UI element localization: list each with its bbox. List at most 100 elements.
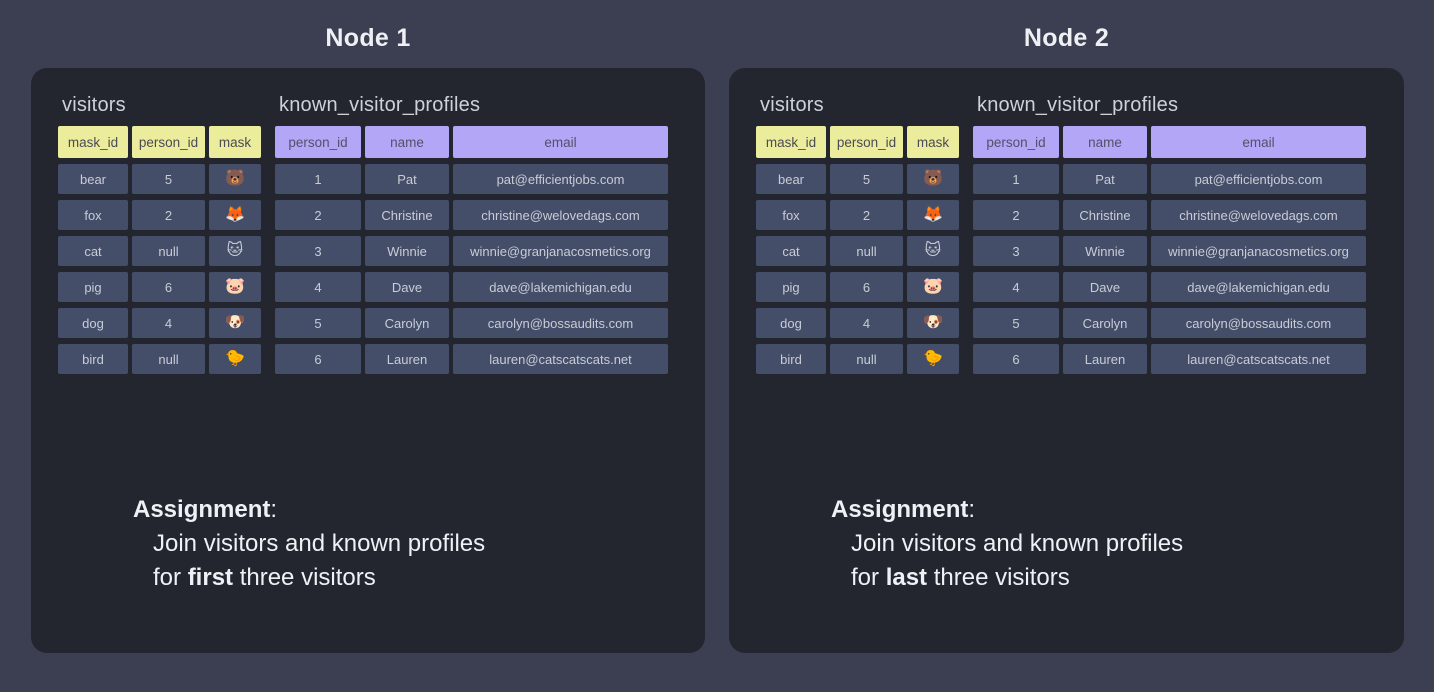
- visitor-mask-emoji: 🐤: [209, 344, 261, 374]
- profile-name-cell: Carolyn: [1063, 308, 1147, 338]
- visitors-col-mask-id: mask_id: [756, 126, 826, 158]
- visitor-mask-emoji: 🐷: [209, 272, 261, 302]
- profile-name-cell: Carolyn: [365, 308, 449, 338]
- visitor-mask-id-cell: fox: [58, 200, 128, 230]
- visitor-person-id-cell: 2: [132, 200, 205, 230]
- visitors-col-person-id: person_id: [132, 126, 205, 158]
- node1-panel: visitors mask_id person_id mask bear 5 🐻…: [31, 68, 705, 653]
- node2-visitors-table-section: visitors mask_id person_id mask bear 5 🐻…: [756, 94, 959, 374]
- visitor-mask-emoji: 🦊: [209, 200, 261, 230]
- visitors-table: mask_id person_id mask bear 5 🐻 fox 2 🦊 …: [58, 126, 261, 374]
- visitor-mask-emoji: 🐶: [209, 308, 261, 338]
- profile-person-id-cell: 2: [973, 200, 1059, 230]
- visitor-mask-id-cell: cat: [756, 236, 826, 266]
- assignment-line1: Join visitors and known profiles: [153, 530, 486, 557]
- profile-email-cell: dave@lakemichigan.edu: [1151, 272, 1366, 302]
- visitor-person-id-cell: 5: [132, 164, 205, 194]
- visitor-mask-id-cell: bear: [58, 164, 128, 194]
- profile-person-id-cell: 3: [973, 236, 1059, 266]
- visitor-mask-emoji: 🐶: [907, 308, 959, 338]
- profile-person-id-cell: 3: [275, 236, 361, 266]
- profile-email-cell: pat@efficientjobs.com: [1151, 164, 1366, 194]
- profile-person-id-cell: 1: [275, 164, 361, 194]
- assignment-colon: :: [968, 496, 976, 523]
- visitor-mask-id-cell: dog: [58, 308, 128, 338]
- visitor-mask-id-cell: bird: [756, 344, 826, 374]
- profile-name-cell: Lauren: [365, 344, 449, 374]
- profile-email-cell: christine@welovedags.com: [1151, 200, 1366, 230]
- node2-profiles-table-section: known_visitor_profiles person_id name em…: [973, 94, 1366, 374]
- assignment-line1: Join visitors and known profiles: [851, 530, 1184, 557]
- visitors-col-mask: mask: [209, 126, 261, 158]
- assignment-line2: for last three visitors: [831, 561, 1183, 595]
- profile-email-cell: carolyn@bossaudits.com: [453, 308, 668, 338]
- profile-person-id-cell: 6: [973, 344, 1059, 374]
- node1-assignment: Assignment: Join visitors and known prof…: [133, 493, 485, 595]
- profile-email-cell: pat@efficientjobs.com: [453, 164, 668, 194]
- assignment-heading: Assignment: [133, 496, 271, 523]
- visitor-person-id-cell: 6: [830, 272, 903, 302]
- profile-name-cell: Dave: [1063, 272, 1147, 302]
- visitor-mask-id-cell: pig: [58, 272, 128, 302]
- visitor-mask-id-cell: dog: [756, 308, 826, 338]
- profiles-col-email: email: [1151, 126, 1366, 158]
- visitor-mask-id-cell: bear: [756, 164, 826, 194]
- node2-title: Node 2: [1023, 24, 1110, 52]
- visitors-col-mask: mask: [907, 126, 959, 158]
- visitor-person-id-cell: 4: [132, 308, 205, 338]
- assignment-line2-prefix: for: [851, 564, 886, 591]
- visitors-table: mask_id person_id mask bear 5 🐻 fox 2 🦊 …: [756, 126, 959, 374]
- visitor-mask-id-cell: bird: [58, 344, 128, 374]
- profile-name-cell: Pat: [365, 164, 449, 194]
- visitor-person-id-cell: 4: [830, 308, 903, 338]
- profiles-table-title: known_visitor_profiles: [279, 94, 481, 116]
- assignment-heading-line: Assignment:: [831, 493, 1183, 527]
- profile-person-id-cell: 5: [275, 308, 361, 338]
- node1-title: Node 1: [325, 24, 411, 52]
- visitor-mask-emoji: 🐻: [209, 164, 261, 194]
- profile-email-cell: dave@lakemichigan.edu: [453, 272, 668, 302]
- visitor-mask-emoji: 🐤: [907, 344, 959, 374]
- assignment-line2-prefix: for: [153, 564, 188, 591]
- profile-email-cell: christine@welovedags.com: [453, 200, 668, 230]
- profile-email-cell: lauren@catscatscats.net: [453, 344, 668, 374]
- profiles-col-person-id: person_id: [973, 126, 1059, 158]
- assignment-keyword: last: [885, 564, 928, 591]
- visitors-col-mask-id: mask_id: [58, 126, 128, 158]
- assignment-line2: for first three visitors: [133, 561, 485, 595]
- profiles-col-name: name: [365, 126, 449, 158]
- node1-visitors-table-section: visitors mask_id person_id mask bear 5 🐻…: [58, 94, 261, 374]
- visitor-mask-emoji: 🐷: [907, 272, 959, 302]
- visitor-mask-id-cell: cat: [58, 236, 128, 266]
- profile-person-id-cell: 4: [275, 272, 361, 302]
- assignment-keyword: first: [187, 564, 234, 591]
- visitor-person-id-cell: null: [830, 236, 903, 266]
- visitor-mask-emoji: 🐻: [907, 164, 959, 194]
- visitor-person-id-cell: 6: [132, 272, 205, 302]
- profile-email-cell: winnie@granjanacosmetics.org: [453, 236, 668, 266]
- visitors-col-person-id: person_id: [830, 126, 903, 158]
- assignment-line2-suffix: three visitors: [233, 564, 376, 591]
- visitors-table-title: visitors: [62, 94, 126, 116]
- profiles-table: person_id name email 1 Pat pat@efficient…: [275, 126, 668, 374]
- node2-panel: visitors mask_id person_id mask bear 5 🐻…: [729, 68, 1404, 653]
- profile-email-cell: winnie@granjanacosmetics.org: [1151, 236, 1366, 266]
- visitors-table-title: visitors: [760, 94, 824, 116]
- visitor-mask-emoji: 🦊: [907, 200, 959, 230]
- profile-person-id-cell: 4: [973, 272, 1059, 302]
- profile-person-id-cell: 6: [275, 344, 361, 374]
- node2-assignment: Assignment: Join visitors and known prof…: [831, 493, 1183, 595]
- profiles-col-email: email: [453, 126, 668, 158]
- visitor-mask-id-cell: fox: [756, 200, 826, 230]
- profile-name-cell: Dave: [365, 272, 449, 302]
- profiles-col-person-id: person_id: [275, 126, 361, 158]
- profile-person-id-cell: 2: [275, 200, 361, 230]
- visitor-person-id-cell: null: [830, 344, 903, 374]
- profile-name-cell: Christine: [365, 200, 449, 230]
- assignment-heading: Assignment: [831, 496, 969, 523]
- assignment-heading-line: Assignment:: [133, 493, 485, 527]
- profile-email-cell: lauren@catscatscats.net: [1151, 344, 1366, 374]
- profile-name-cell: Lauren: [1063, 344, 1147, 374]
- visitor-mask-id-cell: pig: [756, 272, 826, 302]
- node1-profiles-table-section: known_visitor_profiles person_id name em…: [275, 94, 668, 374]
